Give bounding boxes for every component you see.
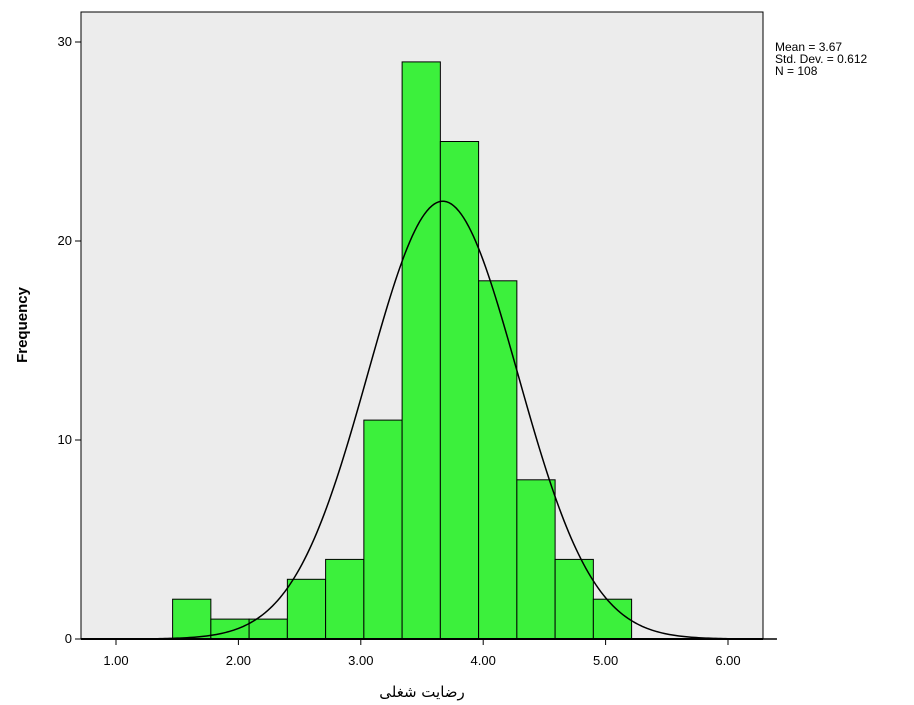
histogram-bar-2	[248, 618, 288, 640]
x-tick-label-3: 4.00	[471, 653, 496, 668]
y-tick-label-2: 20	[58, 233, 72, 248]
x-axis: 1.00 2.00 3.00 4.00 5.00 6.00	[81, 638, 763, 668]
stats-box: Mean = 3.67 Std. Dev. = 0.612 N = 108	[775, 41, 867, 77]
y-tick-label-1: 10	[58, 432, 72, 447]
x-axis-title: رضایت شغلی	[379, 683, 465, 701]
stats-mean: Mean = 3.67	[775, 40, 843, 54]
histogram-bar-9	[516, 479, 556, 640]
histogram-bar-3	[286, 578, 327, 640]
y-axis-title: Frequency	[14, 286, 31, 363]
histogram-bar-10	[554, 558, 594, 640]
histogram-bar-7	[439, 141, 480, 640]
x-tick-label-0: 1.00	[103, 653, 128, 668]
stats-n: N = 108	[775, 64, 818, 78]
normal-curve	[115, 200, 777, 640]
x-tick-label-2: 3.00	[348, 653, 373, 668]
x-tick-label-4: 5.00	[593, 653, 618, 668]
y-tick-label-3: 30	[58, 34, 72, 49]
histogram-bar-0	[172, 598, 212, 640]
histogram-bar-4	[325, 558, 365, 640]
histogram-bar-8	[478, 280, 518, 640]
histogram-bar-1	[210, 618, 250, 640]
x-tick-label-5: 6.00	[715, 653, 740, 668]
stats-std-dev: Std. Dev. = 0.612	[775, 52, 868, 66]
histogram-bar-5	[363, 419, 403, 640]
y-axis: 0 10 20 30	[58, 12, 82, 646]
x-tick-label-1: 2.00	[226, 653, 251, 668]
histogram-bars	[172, 61, 633, 640]
histogram-bar-6	[401, 61, 441, 640]
y-tick-label-0: 0	[65, 631, 72, 646]
